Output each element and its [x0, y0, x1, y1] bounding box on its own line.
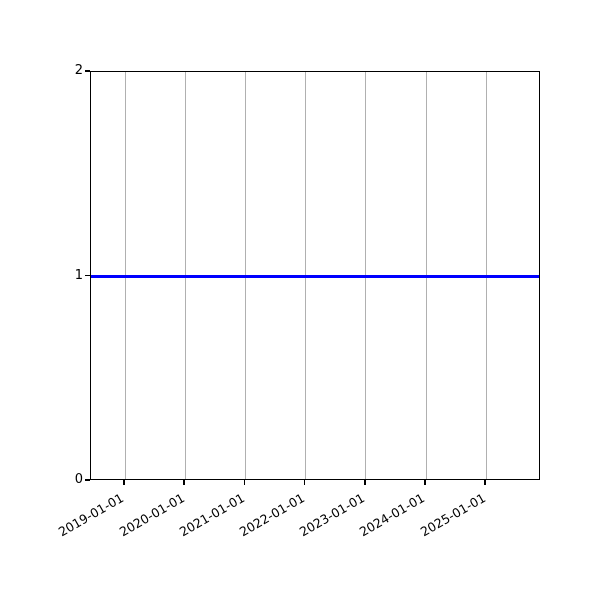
y-axis-tick-mark [85, 274, 90, 277]
y-axis-tick-label: 0 [74, 472, 83, 487]
x-axis-tick-label: 2024-01-01 [357, 490, 428, 540]
y-axis-tick-label: 1 [74, 267, 83, 283]
plot-area [90, 71, 540, 480]
x-axis-tick-mark [364, 480, 366, 485]
x-axis-tick-mark [243, 480, 246, 485]
x-axis-tick-mark [424, 480, 426, 485]
y-axis-tick-mark [85, 70, 90, 72]
x-axis-tick-label: 2019-01-01 [56, 490, 127, 540]
y-axis-tick-label: 2 [74, 63, 83, 78]
x-axis-tick-label: 2025-01-01 [417, 490, 488, 540]
y-axis-tick-mark [85, 479, 90, 481]
x-axis-tick-mark [484, 480, 486, 485]
x-axis-tick-label: 2020-01-01 [116, 490, 187, 540]
series-line [91, 275, 539, 278]
x-axis-tick-label: 2023-01-01 [296, 490, 368, 540]
x-axis-tick-mark [303, 480, 306, 485]
x-axis-tick-mark [183, 480, 185, 485]
x-axis-tick-label: 2021-01-01 [176, 490, 247, 540]
x-axis-tick-label: 2022-01-01 [236, 490, 308, 540]
x-axis-tick-mark [123, 480, 125, 485]
